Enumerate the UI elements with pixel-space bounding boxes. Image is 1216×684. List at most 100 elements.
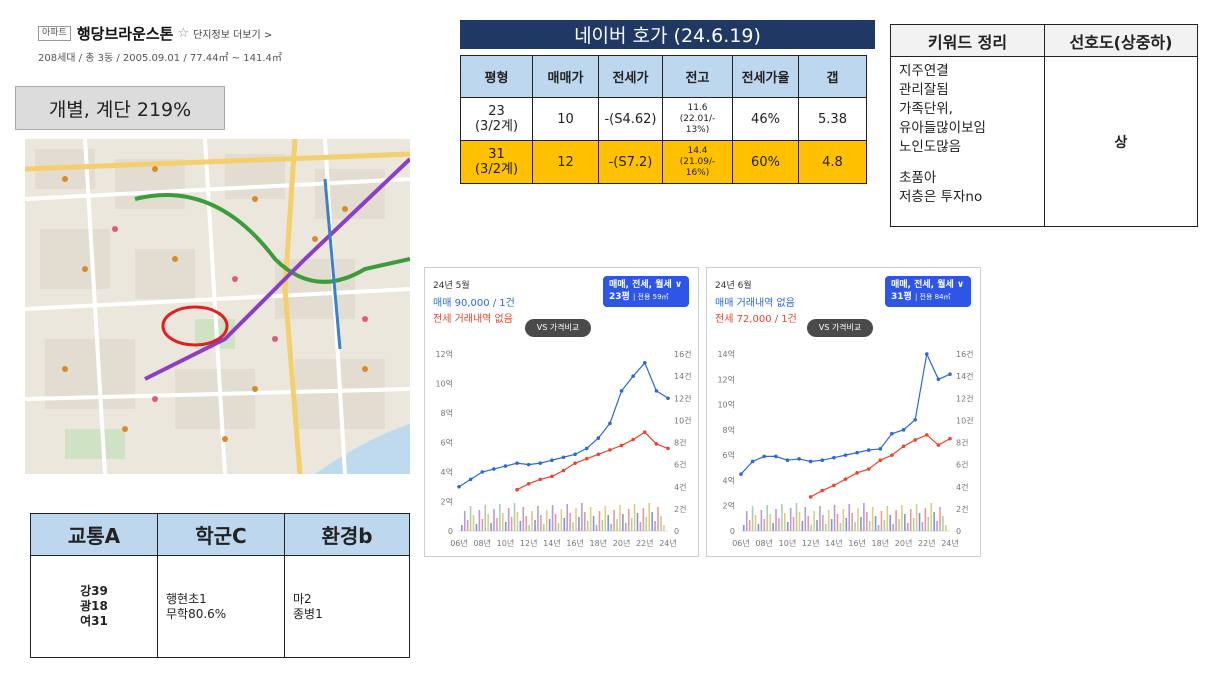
keyword-list: 지주연결 관리잘됨 가족단위, 유아들많이보임 노인도많음 초품아 저층은 투자… [891, 57, 1044, 212]
favorite-star-icon[interactable]: ☆ [177, 25, 190, 41]
volume-bar [868, 521, 871, 531]
x-tick-label: 14년 [825, 538, 843, 548]
chart-rent-summary: 전세 72,000 / 1건 [715, 314, 797, 325]
volume-bar [743, 525, 745, 531]
col-peak: 전고 [662, 55, 733, 98]
chart-month: 24년 6월 [715, 281, 752, 291]
volume-bar [842, 509, 845, 531]
col-gap: 갭 [798, 55, 867, 98]
volume-bar [645, 517, 648, 531]
cell-peak: 14.4 (21.09/- 16%) [662, 140, 733, 184]
data-point [843, 477, 848, 481]
volume-bar [639, 522, 642, 531]
volume-bar [751, 506, 754, 531]
volume-bar [833, 505, 836, 531]
volume-bar [936, 521, 938, 531]
volume-bar [874, 516, 877, 531]
data-point [573, 452, 577, 457]
volume-bar [892, 524, 894, 531]
x-tick-label: 22년 [918, 538, 936, 548]
volume-bar [778, 518, 780, 531]
volume-bar [589, 507, 592, 531]
volume-bar [496, 518, 498, 531]
y2-tick-label: 4건 [674, 482, 686, 492]
trade-type-dropdown[interactable]: 매매, 전세, 월세 ∨ 31평 | 전용 84㎡ [885, 276, 971, 307]
transport-header: 교통A [30, 513, 158, 556]
volume-bar [927, 517, 930, 531]
volume-bar [613, 510, 615, 531]
volume-bar [478, 510, 481, 531]
volume-bar [566, 504, 569, 531]
school-item: 무학80.6% [166, 606, 227, 621]
data-point [619, 443, 624, 448]
trade-type-dropdown[interactable]: 매매, 전세, 월세 ∨ 23평 | 전용 59㎡ [603, 276, 689, 307]
y2-tick-label: 2건 [956, 504, 968, 514]
evaluation-table: 교통A 학군C 환경b 강39 광18 여31 행현초1 무학80.6% 마2 … [30, 513, 410, 658]
volume-bar [604, 506, 607, 531]
volume-bar [563, 518, 566, 531]
compare-price-button[interactable]: VS 가격비교 [525, 319, 591, 337]
school-item: 행현초1 [166, 591, 207, 606]
complex-name: 행당브라운스톤 [76, 24, 174, 43]
x-tick-label: 08년 [473, 538, 491, 548]
cell-jeonse-rate: 60% [732, 140, 799, 184]
y-tick-label: 8억 [723, 425, 735, 435]
data-point [468, 477, 473, 482]
keyword-item: 관리잘됨 [899, 82, 949, 98]
volume-bar [848, 504, 851, 531]
apartment-tag: 아파트 [38, 25, 71, 41]
volume-bar [654, 521, 656, 531]
transport-item: 강39 [80, 584, 108, 598]
volume-bar [616, 519, 618, 531]
x-tick-label: 18년 [590, 538, 608, 548]
volume-bar [857, 508, 859, 531]
volume-bar [595, 525, 598, 531]
complex-summary: 208세대 / 총 3동 / 2005.09.01 / 77.44㎡ ~ 141… [38, 53, 282, 64]
y-tick-label: 4억 [441, 467, 453, 477]
x-tick-label: 12년 [520, 538, 538, 548]
data-point [596, 452, 601, 457]
data-point [515, 487, 519, 492]
volume-bar [627, 509, 630, 531]
data-point [762, 454, 767, 459]
volume-bar [786, 522, 789, 531]
data-point [526, 462, 531, 467]
volume-bar [572, 522, 574, 531]
floor-area-ratio-label: 개별, 계단 219% [15, 86, 225, 130]
y2-tick-label: 8건 [674, 438, 686, 448]
volume-bar [763, 519, 766, 531]
keyword-item: 유아들많이보임 [899, 120, 986, 136]
y2-tick-label: 8건 [956, 438, 968, 448]
y-tick-label: 8억 [441, 408, 453, 418]
x-tick-label: 24년 [659, 538, 677, 548]
volume-bar [636, 513, 639, 531]
y2-tick-label: 10건 [674, 415, 692, 425]
cell-gap: 4.8 [798, 140, 867, 184]
data-point [890, 431, 894, 436]
school-header: 학군C [157, 513, 285, 556]
compare-price-button[interactable]: VS 가격비교 [807, 319, 873, 337]
volume-bar [537, 506, 539, 531]
col-jeonse-rate: 전세가율 [732, 55, 799, 98]
data-point [654, 442, 659, 446]
data-point [832, 483, 836, 488]
volume-bar [816, 520, 818, 531]
volume-bar [461, 525, 463, 531]
location-map[interactable] [25, 139, 410, 474]
volume-bar [901, 505, 903, 531]
complex-info-more-link[interactable]: 단지정보 더보기 > [193, 29, 273, 41]
data-point [878, 447, 883, 451]
col-jeonse: 전세가 [598, 55, 663, 98]
volume-bar [886, 506, 889, 531]
col-sale: 매매가 [532, 55, 599, 98]
data-point [924, 433, 929, 437]
volume-bar [924, 508, 927, 531]
x-tick-label: 10년 [779, 538, 797, 548]
keyword-header: 키워드 정리 [890, 24, 1045, 57]
data-point [890, 453, 894, 457]
volume-bar [760, 510, 763, 531]
volume-bar [504, 522, 507, 531]
volume-bar [845, 518, 848, 531]
volume-bar [619, 505, 621, 531]
keyword-spacer [899, 157, 1036, 169]
